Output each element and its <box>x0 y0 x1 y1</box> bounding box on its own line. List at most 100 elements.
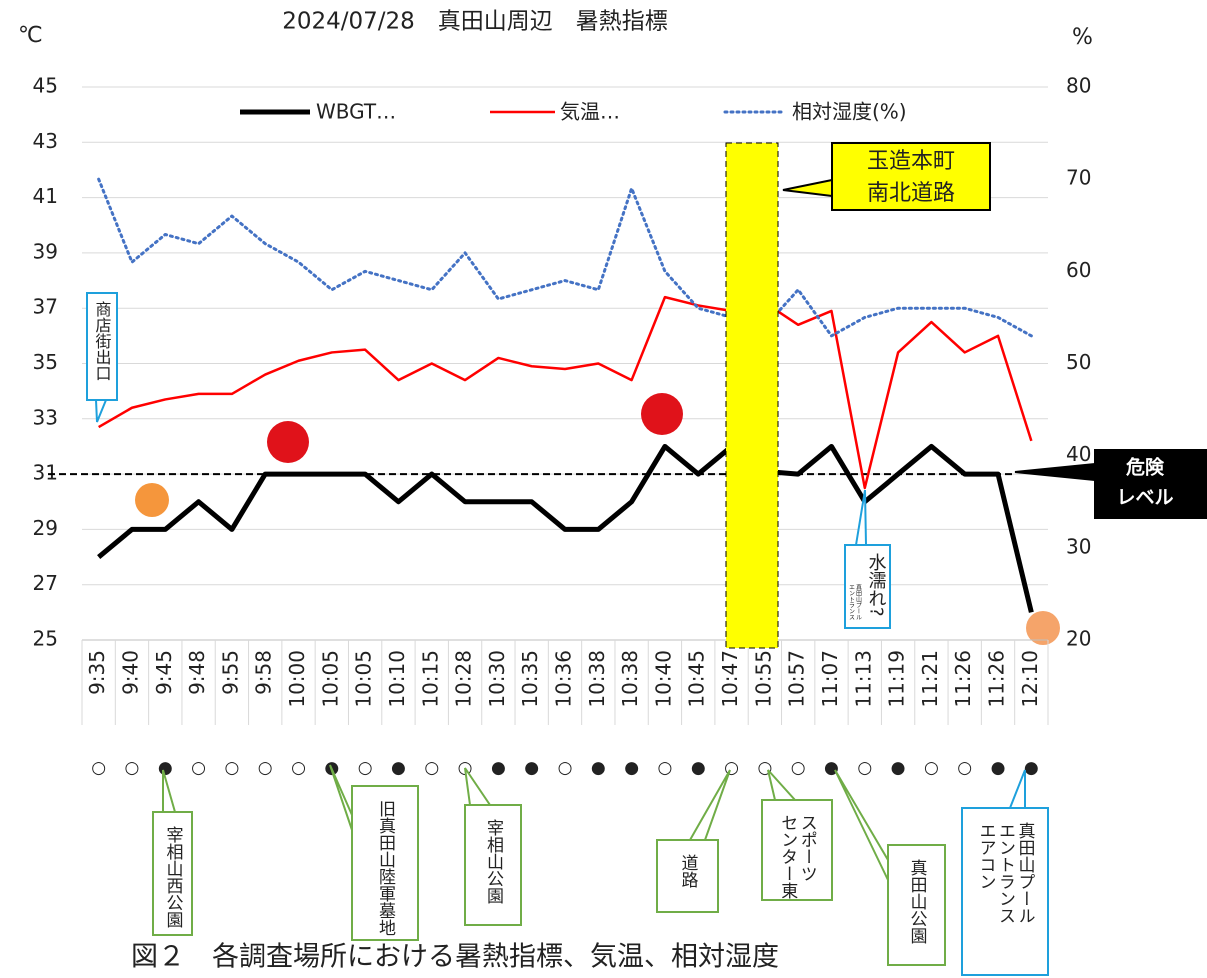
legend-label: 気温… <box>560 100 620 124</box>
callout-box <box>86 292 118 401</box>
callout-text: 宰相山公園 <box>483 819 504 904</box>
callout-text: エントランス <box>848 584 855 620</box>
x-tick-label: 10:36 <box>552 650 576 708</box>
callout-text: エントランス <box>995 822 1015 924</box>
callout-text: 真田山公園 <box>907 859 928 944</box>
callout-box <box>831 142 991 211</box>
y-tick-label: 45 <box>33 74 58 98</box>
x-tick-label: 10:28 <box>452 650 476 708</box>
y2-tick-label: 40 <box>1066 442 1091 466</box>
x-tick-label: 11:07 <box>818 650 842 708</box>
y-tick-label: 31 <box>33 461 58 485</box>
y-tick-label: 39 <box>33 239 58 263</box>
y2-tick-label: 20 <box>1066 627 1091 651</box>
y-tick-label: 43 <box>33 129 58 153</box>
face-icon <box>267 421 309 463</box>
site-marker: ○ <box>125 758 140 778</box>
y-tick-label: 41 <box>33 184 58 208</box>
x-tick-label: 12:10 <box>1018 650 1042 708</box>
site-marker: ○ <box>658 758 673 778</box>
x-tick-label: 10:55 <box>751 650 775 708</box>
x-tick-label: 10:47 <box>718 650 742 708</box>
x-tick-label: 9:35 <box>85 650 109 695</box>
y-tick-label: 33 <box>33 405 58 429</box>
site-marker: ○ <box>957 758 972 778</box>
x-tick-label: 11:26 <box>985 650 1009 708</box>
series-line <box>97 443 1034 613</box>
site-marker: ○ <box>224 758 239 778</box>
x-tick-label: 9:58 <box>252 650 276 695</box>
callout-text: 真田山プール <box>854 583 861 620</box>
site-marker: ○ <box>91 758 106 778</box>
callout-box <box>351 785 419 941</box>
caption: 図２ 各調査場所における暑熱指標、気温、相対湿度 <box>131 942 779 973</box>
callout-pointer <box>1008 769 1026 809</box>
callout-text: 玉造本町 <box>867 149 955 174</box>
y2-tick-label: 60 <box>1066 258 1091 282</box>
site-marker: ○ <box>791 758 806 778</box>
x-tick-label: 9:48 <box>185 650 209 695</box>
callout-text: 水濡れ? <box>866 553 887 617</box>
callout-text: 旧真田山陸軍墓地 <box>375 800 396 936</box>
site-marker: ○ <box>358 758 373 778</box>
x-tick-label: 10:15 <box>418 650 442 708</box>
x-tick-label: 10:00 <box>285 650 309 708</box>
callout-box <box>464 804 522 926</box>
site-marker: ○ <box>258 758 273 778</box>
site-marker: ○ <box>558 758 573 778</box>
site-marker: ● <box>991 758 1006 778</box>
x-tick-label: 10:57 <box>785 650 809 708</box>
callout-text: センター東 <box>777 814 798 899</box>
x-tick-label: 11:21 <box>918 650 942 708</box>
x-tick-label: 10:05 <box>352 650 376 708</box>
callout-pointer <box>688 769 731 841</box>
x-tick-label: 10:30 <box>485 650 509 708</box>
x-tick-label: 10:35 <box>518 650 542 708</box>
face-icon <box>135 483 169 517</box>
face-icon <box>1026 611 1060 645</box>
x-tick-label: 10:10 <box>385 650 409 708</box>
chart-title: 2024/07/28 真田山周辺 暑熱指標 <box>282 9 668 35</box>
y2-tick-label: 80 <box>1066 74 1091 98</box>
y2-tick-label: 30 <box>1066 534 1091 558</box>
callout-box <box>1094 449 1207 519</box>
callout-text: 危険 <box>1126 456 1165 479</box>
site-marker: ● <box>158 758 173 778</box>
x-tick-label: 10:45 <box>685 650 709 708</box>
site-marker: ● <box>591 758 606 778</box>
callout-text: エアコン <box>975 822 995 890</box>
series-line <box>97 177 1033 338</box>
x-tick-label: 9:40 <box>118 650 142 695</box>
x-tick-label: 11:19 <box>885 650 909 708</box>
x-tick-label: 10:38 <box>585 650 609 708</box>
callout-box <box>887 844 946 966</box>
series-line <box>98 295 1033 490</box>
x-tick-label: 9:55 <box>218 650 242 695</box>
y-tick-label: 25 <box>33 627 58 651</box>
callout-text: レベル <box>1116 487 1173 509</box>
callout-box <box>656 839 719 913</box>
callout-pointer <box>834 769 889 881</box>
callout-text: スポーツ <box>797 814 817 882</box>
site-marker: ○ <box>924 758 939 778</box>
y2-axis-unit: % <box>1072 25 1093 50</box>
site-marker: ● <box>524 758 539 778</box>
y-tick-label: 29 <box>33 516 58 540</box>
y2-tick-label: 70 <box>1066 166 1091 190</box>
highlight-band <box>725 142 779 649</box>
site-marker: ○ <box>857 758 872 778</box>
site-marker: ● <box>391 758 406 778</box>
callout-text: 南北道路 <box>867 181 955 206</box>
site-marker: ● <box>624 758 639 778</box>
x-tick-label: 10:40 <box>651 650 675 708</box>
legend-label: WBGT… <box>316 100 396 124</box>
callout-box <box>152 811 193 936</box>
y2-tick-label: 50 <box>1066 350 1091 374</box>
callout-text: 宰相山西公園 <box>163 826 184 928</box>
site-marker: ● <box>491 758 506 778</box>
callout-pointer <box>1014 462 1096 482</box>
site-marker: ● <box>891 758 906 778</box>
site-marker: ○ <box>191 758 206 778</box>
site-marker: ● <box>824 758 839 778</box>
